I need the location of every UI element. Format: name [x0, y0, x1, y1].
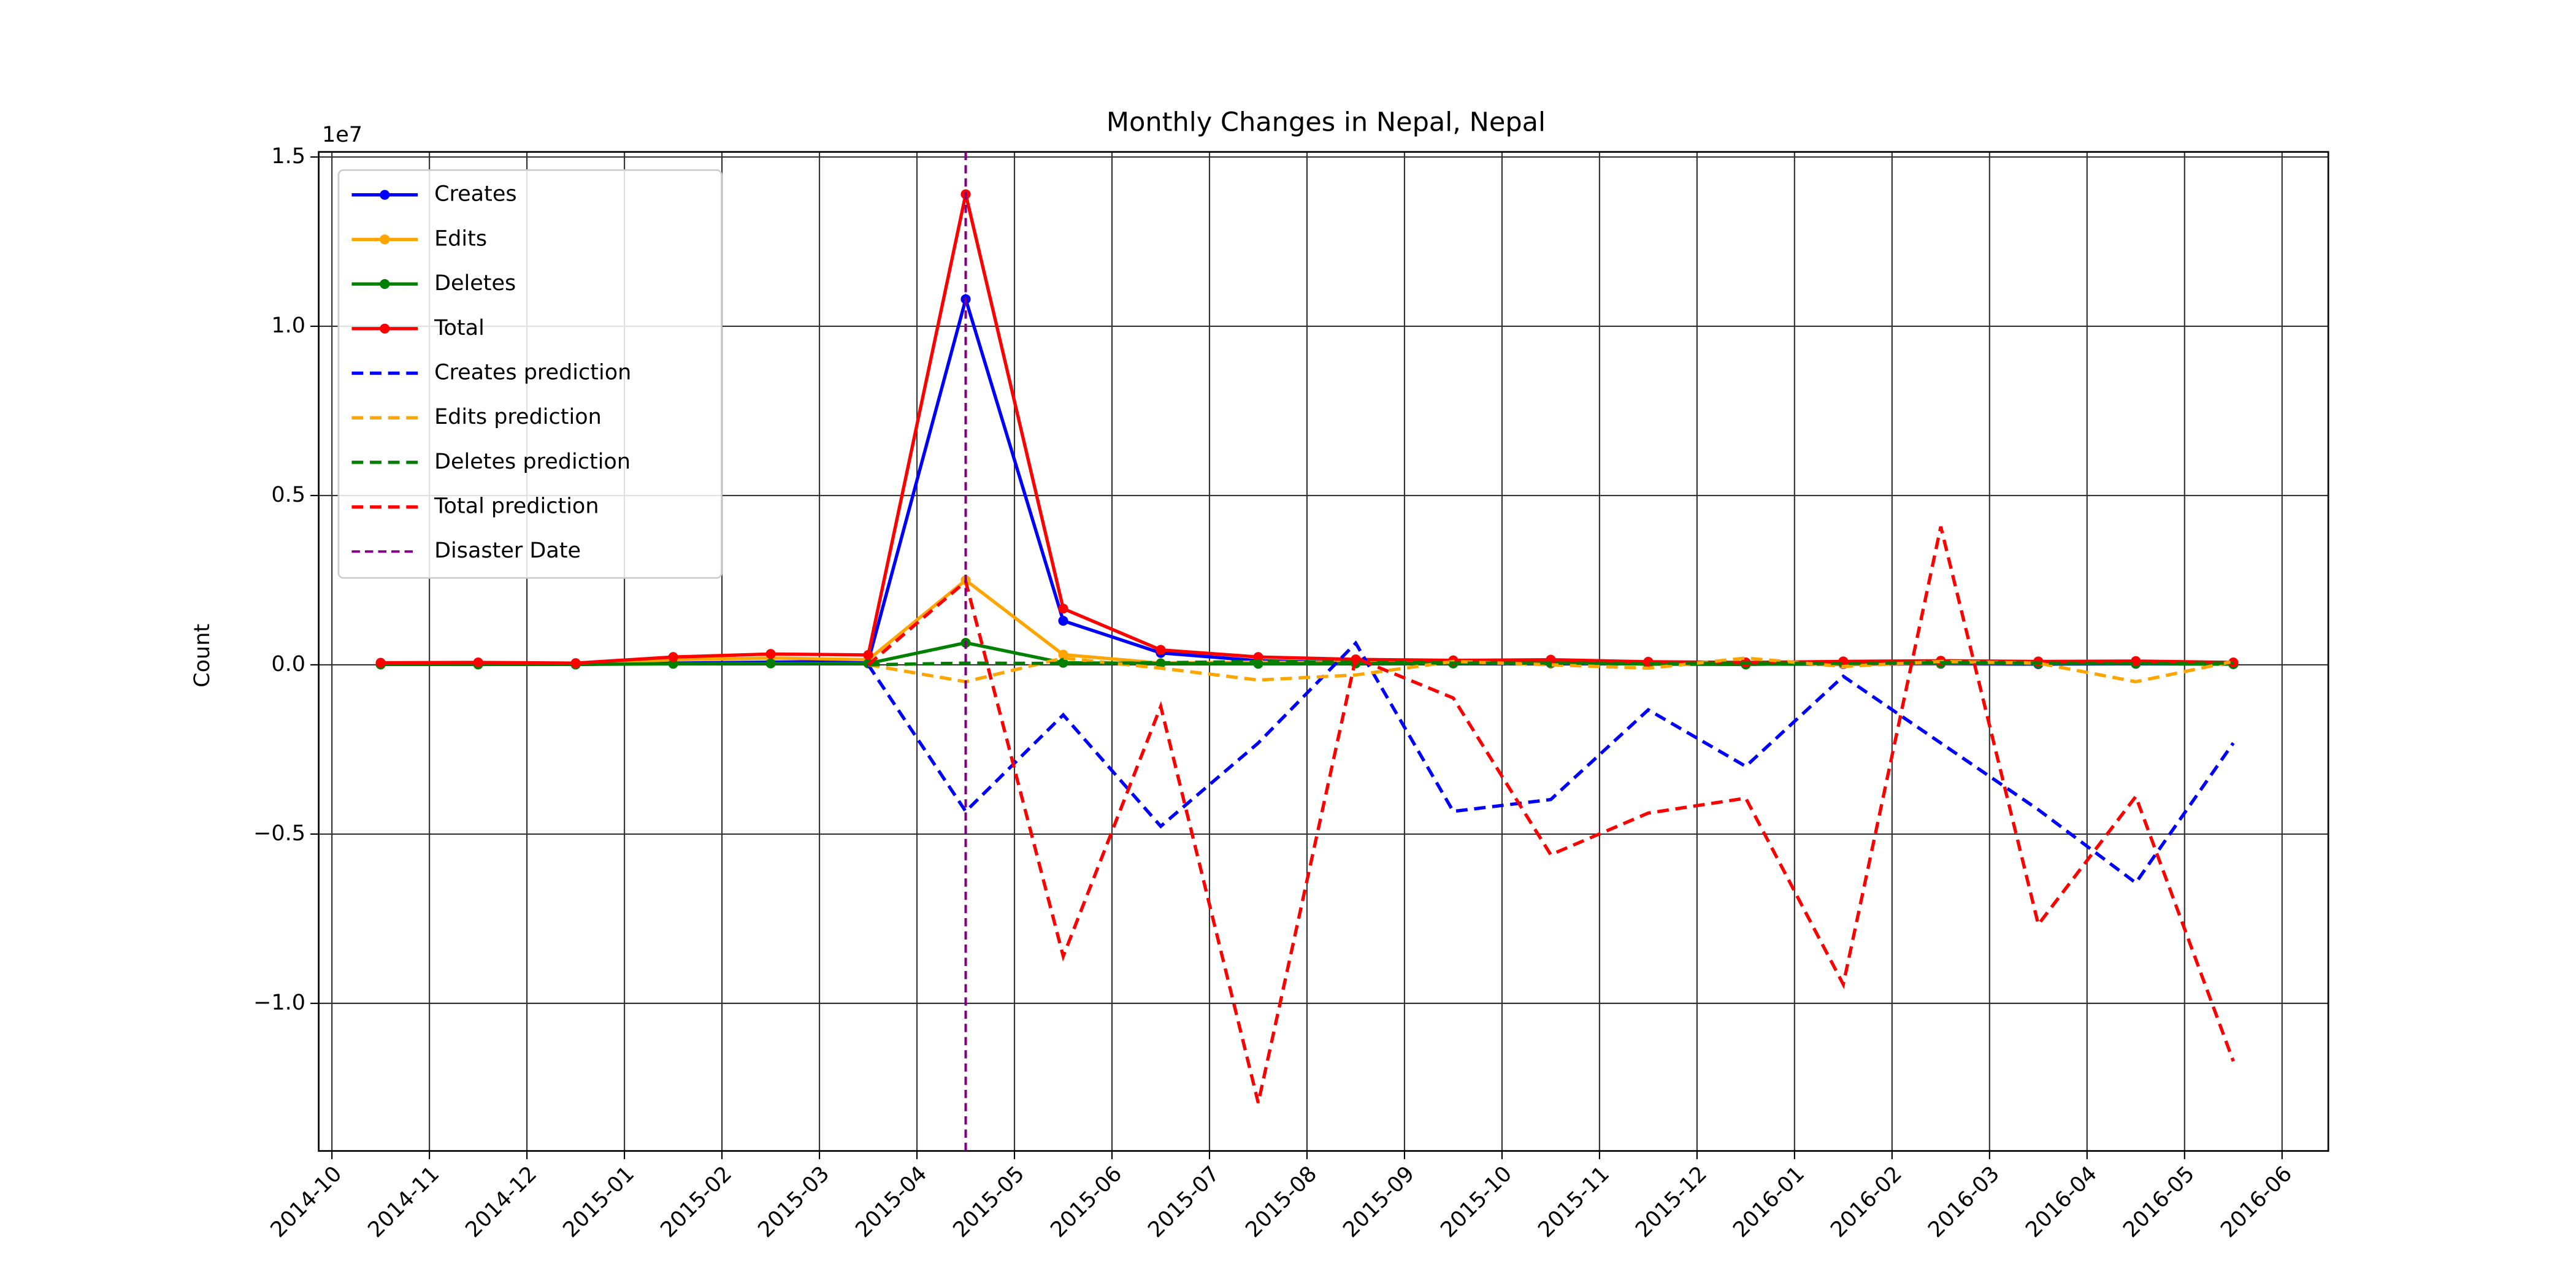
legend-marker	[380, 323, 390, 334]
plot-frame	[318, 151, 2329, 1152]
legend-marker	[380, 279, 390, 289]
legend-marker	[380, 190, 390, 200]
point	[473, 657, 483, 668]
point	[1156, 645, 1166, 655]
point	[375, 657, 386, 668]
point	[1253, 652, 1263, 662]
legend-marker	[380, 234, 390, 245]
point	[1058, 604, 1068, 614]
point	[1058, 657, 1068, 668]
series-line	[867, 640, 2235, 886]
point	[2228, 657, 2239, 668]
series-line	[867, 526, 2235, 1103]
y-tick-label: 1.0	[271, 313, 305, 338]
point	[863, 650, 873, 660]
y-tick-label: 0.5	[271, 483, 305, 507]
legend-label: Edits	[434, 226, 487, 251]
legend-label: Creates prediction	[434, 360, 631, 385]
legend-box	[337, 169, 723, 579]
series-line	[868, 659, 2234, 667]
legend-label: Deletes prediction	[434, 450, 631, 474]
y-tick-label: 1.5	[271, 144, 305, 169]
y-tick-label: −0.5	[253, 821, 305, 846]
legend-label: Total prediction	[434, 494, 599, 519]
point	[1058, 616, 1068, 626]
point	[668, 659, 678, 669]
chart-title: Monthly Changes in Nepal, Nepal	[1106, 107, 1546, 137]
legend-label: Creates	[434, 182, 517, 207]
legend-label: Edits prediction	[434, 405, 602, 429]
point	[765, 649, 776, 659]
y-axis-label: Count	[190, 624, 215, 688]
y-tick-label: 0.0	[271, 652, 305, 677]
legend-label: Deletes	[434, 271, 516, 296]
y-tick-label: −1.0	[253, 991, 305, 1015]
point	[1643, 656, 1654, 667]
y-offset-label: 1e7	[322, 123, 362, 147]
legend-label: Total	[434, 316, 485, 340]
point	[765, 658, 776, 669]
legend-label: Disaster Date	[434, 539, 581, 563]
point	[570, 658, 581, 669]
point	[2131, 656, 2141, 666]
point	[668, 652, 678, 662]
